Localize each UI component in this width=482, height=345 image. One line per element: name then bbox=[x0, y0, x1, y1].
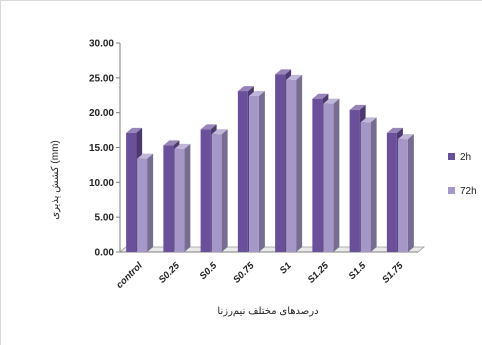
bar-72h-S1.25 bbox=[323, 98, 340, 252]
legend-label-72h: 72h bbox=[460, 186, 477, 197]
bar-72h-S1.75 bbox=[397, 134, 414, 252]
x-tick-label: S1.25 bbox=[306, 260, 332, 286]
x-tick-label: control bbox=[114, 260, 145, 291]
legend-swatch-2h bbox=[448, 153, 455, 160]
x-tick-label: S1 bbox=[278, 260, 294, 276]
x-tick-label: S0.75 bbox=[231, 260, 257, 286]
bar-72h-S1 bbox=[286, 74, 303, 252]
y-tick-label: 10.00 bbox=[89, 178, 114, 189]
bar-72h-S0.25 bbox=[174, 143, 191, 252]
x-axis-title: درصدهای مختلف نیم‌رزنا bbox=[217, 306, 318, 317]
bar-72h-S1.5 bbox=[360, 117, 377, 252]
y-tick-label: 5.00 bbox=[95, 213, 115, 224]
y-tick-label: 15.00 bbox=[89, 143, 114, 154]
y-axis-title: کشش پذیری (mm) bbox=[50, 140, 61, 219]
x-tick-label: S1.75 bbox=[380, 260, 406, 286]
y-tick-label: 0.00 bbox=[95, 248, 115, 259]
x-tick-label: S0.25 bbox=[157, 260, 183, 286]
y-tick-label: 20.00 bbox=[89, 108, 114, 119]
bar-72h-S0.5 bbox=[211, 129, 228, 252]
x-tick-label: S1.5 bbox=[347, 260, 369, 282]
y-tick-label: 30.00 bbox=[89, 39, 114, 50]
x-tick-label: S0.5 bbox=[198, 260, 220, 282]
y-tick-label: 25.00 bbox=[89, 73, 114, 84]
legend-swatch-72h bbox=[448, 187, 455, 194]
bar-72h-control bbox=[137, 153, 154, 252]
bar-72h-S0.75 bbox=[248, 90, 265, 253]
legend: 2h 72h bbox=[448, 152, 477, 197]
legend-label-2h: 2h bbox=[460, 152, 471, 163]
